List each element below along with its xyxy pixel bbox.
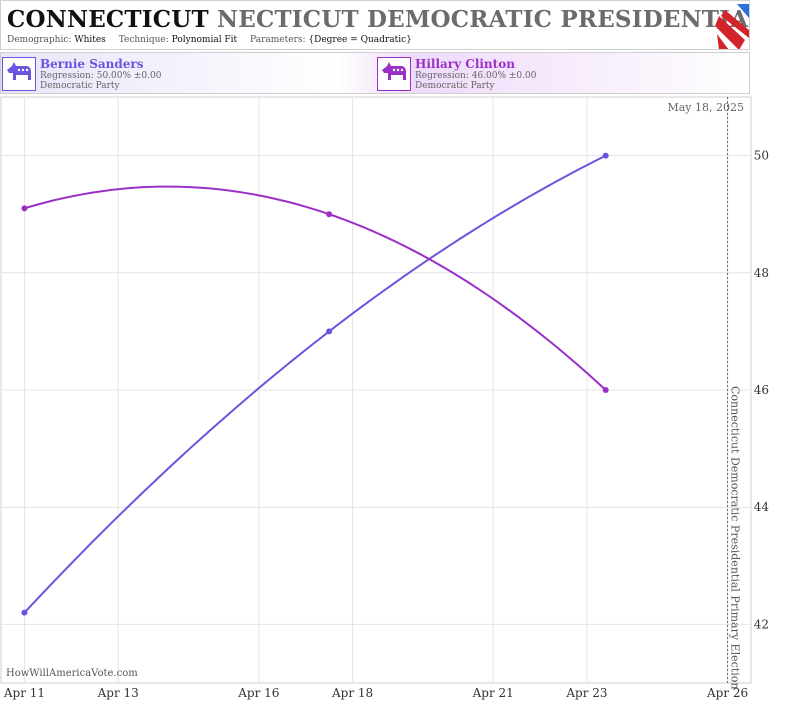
- x-tick-label: Apr 21: [472, 686, 514, 700]
- y-axis: 42 44 46 48 50: [754, 149, 770, 632]
- data-point: [326, 328, 333, 335]
- chart-title: CONNECTICUT NECTICUT DEMOCRATIC PRESIDEN…: [7, 6, 750, 33]
- parameters-label: Parameters:: [250, 35, 306, 45]
- legend-name: Bernie Sanders: [40, 57, 144, 71]
- x-tick-label: Apr 23: [565, 686, 607, 700]
- x-tick-label: Apr 16: [237, 686, 279, 700]
- legend-party: Democratic Party: [40, 81, 120, 91]
- data-point: [21, 205, 28, 212]
- y-tick-label: 46: [754, 383, 769, 397]
- technique-label: Technique:: [118, 35, 169, 45]
- title-state: CONNECTICUT: [7, 6, 209, 33]
- y-tick-label: 48: [754, 266, 769, 280]
- chart-parameters: Demographic: Whites Technique: Polynomia…: [7, 35, 412, 45]
- title-rest: NECTICUT DEMOCRATIC PRESIDENTIAL PRIMAR: [217, 6, 750, 33]
- chart-header: CONNECTICUT NECTICUT DEMOCRATIC PRESIDEN…: [0, 0, 750, 50]
- parameters-value: {Degree = Quadratic}: [308, 35, 412, 45]
- x-tick-label: Apr 13: [97, 686, 139, 700]
- x-axis: Apr 11 Apr 13 Apr 16 Apr 18 Apr 21 Apr 23 Apr …: [3, 686, 748, 700]
- date-label: May 18, 2025: [667, 101, 744, 114]
- y-tick-label: 42: [754, 617, 769, 631]
- legend-regression: Regression: 50.00% ±0.00: [40, 71, 162, 81]
- x-tick-label: Apr 26: [706, 686, 748, 700]
- legend-bar: Bernie Sanders Regression: 50.00% ±0.00 …: [0, 52, 750, 94]
- y-tick-label: 50: [754, 149, 769, 163]
- x-tick-label: Apr 11: [3, 686, 45, 700]
- data-point: [21, 609, 28, 616]
- line-chart: Apr 11 Apr 13 Apr 16 Apr 18 Apr 21 Apr 23 Apr …: [0, 96, 770, 700]
- data-point: [602, 152, 609, 159]
- donkey-icon: [2, 57, 36, 91]
- data-point: [326, 211, 333, 218]
- demographic-label: Demographic:: [7, 35, 72, 45]
- series-line: [23, 154, 607, 614]
- donkey-icon: [377, 57, 411, 91]
- watermark: HowWillAmericaVote.com: [6, 668, 138, 679]
- data-point: [602, 387, 609, 393]
- x-tick-label: Apr 18: [331, 686, 373, 700]
- grid: [1, 97, 751, 683]
- legend-regression: Regression: 46.00% ±0.00: [415, 71, 537, 81]
- technique-value: Polynomial Fit: [171, 35, 238, 45]
- series-lines: [21, 152, 609, 616]
- series-line: [24, 185, 607, 391]
- site-logo-icon: [715, 4, 749, 49]
- demographic-value: Whites: [74, 35, 106, 45]
- legend-name: Hillary Clinton: [415, 57, 515, 71]
- election-marker: Connecticut Democratic Presidential Prim…: [727, 97, 742, 689]
- election-marker-label: Connecticut Democratic Presidential Prim…: [729, 386, 742, 689]
- y-tick-label: 44: [754, 500, 770, 514]
- legend-party: Democratic Party: [415, 81, 495, 91]
